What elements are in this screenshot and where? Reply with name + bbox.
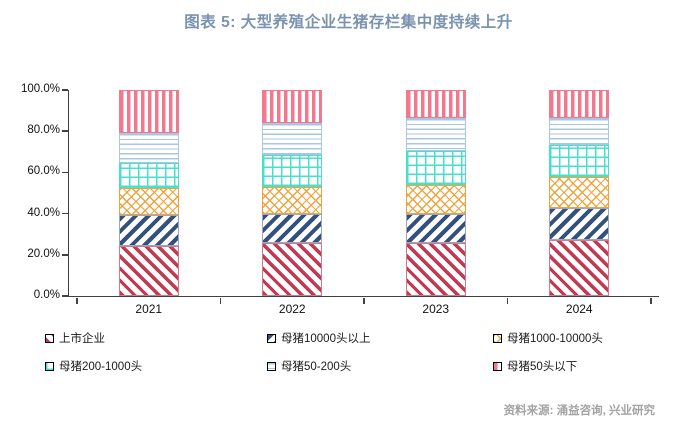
bar-segment	[405, 243, 466, 296]
legend-item: 母猪50-200头	[267, 358, 493, 374]
x-tick-mark	[76, 297, 78, 304]
bar-segment	[118, 162, 179, 189]
legend-swatch-icon	[267, 333, 276, 343]
bar-segment	[118, 245, 179, 296]
bar-segment	[549, 145, 610, 178]
legend-swatch-icon	[267, 361, 276, 371]
legend-swatch-icon	[45, 361, 54, 371]
bar-segment	[405, 90, 466, 119]
legend-swatch-icon	[493, 333, 502, 343]
legend-item: 上市企业	[45, 330, 267, 346]
x-tick-mark	[219, 297, 222, 304]
bar-column-2021	[77, 90, 221, 296]
x-tick-label: 2024	[565, 302, 593, 316]
bar-column-2024	[508, 90, 652, 296]
y-tick-label: 40.0%	[27, 206, 60, 219]
legend-item: 母猪200-1000头	[45, 358, 267, 374]
legend-label: 母猪50头以下	[507, 361, 578, 373]
chart-title: 图表 5: 大型养殖企业生猪存栏集中度持续上升	[184, 14, 513, 31]
y-tick-label: 20.0%	[27, 247, 60, 260]
bar-segment	[262, 213, 323, 244]
x-tick-label: 2023	[422, 302, 450, 316]
bar-segment	[118, 132, 179, 163]
bar-segment	[262, 90, 323, 124]
y-tick-mark	[62, 89, 68, 91]
y-tick-mark	[62, 254, 68, 256]
bar-segment	[262, 243, 323, 296]
legend-label: 母猪50-200头	[281, 361, 352, 373]
x-tick-label: 2022	[278, 302, 306, 316]
bar-segment	[118, 90, 179, 133]
legend-item: 母猪10000头以上	[267, 330, 493, 346]
legend-item: 母猪1000-10000头	[493, 330, 660, 346]
x-tick-label: 2021	[135, 302, 163, 316]
bar-column-2023	[364, 90, 508, 296]
stacked-bar-2024	[549, 90, 610, 296]
y-tick-label: 100.0%	[20, 83, 60, 95]
stacked-bar-2022	[262, 90, 323, 296]
y-tick-mark	[62, 171, 68, 174]
y-tick-mark	[62, 212, 68, 215]
legend-item: 母猪50头以下	[493, 358, 660, 374]
legend-swatch-icon	[45, 333, 54, 343]
legend-label: 母猪10000头以上	[281, 333, 371, 345]
bar-segment	[549, 177, 610, 209]
x-tick-mark	[506, 297, 509, 304]
bar-segment	[118, 214, 179, 246]
y-tick-mark	[62, 295, 68, 297]
bar-segment	[262, 187, 323, 214]
y-axis-labels: 0.0% 20.0% 40.0% 60.0% 80.0% 100.0%	[0, 83, 60, 301]
bar-segment	[405, 150, 466, 185]
y-tick-label: 60.0%	[27, 165, 60, 178]
bar-segment	[405, 213, 466, 244]
bar-segment	[262, 123, 323, 156]
bar-column-2022	[221, 90, 365, 296]
chart-legend: 上市企业 母猪10000头以上 母猪1000-10000头母猪200-1000头 母猪…	[45, 330, 660, 374]
y-tick-label: 0.0%	[33, 289, 60, 301]
source-note: 资料来源: 涌益咨询, 兴业研究	[503, 405, 655, 417]
bar-segment	[549, 239, 610, 296]
legend-swatch-icon	[493, 361, 502, 371]
bar-segment	[405, 118, 466, 151]
legend-label: 上市企业	[59, 333, 105, 345]
y-tick-label: 80.0%	[27, 124, 60, 137]
x-tick-mark	[363, 297, 365, 304]
bar-segment	[549, 90, 610, 118]
legend-label: 母猪1000-10000头	[507, 333, 603, 345]
y-tick-mark	[62, 130, 68, 132]
plot-area: 2021 2022 2023 2024	[62, 89, 659, 316]
bar-segment	[549, 117, 610, 146]
bar-segment	[118, 188, 179, 215]
bar-segment	[262, 155, 323, 188]
bar-segment	[405, 184, 466, 214]
legend-label: 母猪200-1000头	[59, 361, 143, 373]
stacked-bar-2021	[118, 90, 179, 296]
stacked-bar-2023	[405, 90, 466, 296]
x-tick-mark	[650, 297, 652, 304]
bar-segment	[549, 208, 610, 240]
